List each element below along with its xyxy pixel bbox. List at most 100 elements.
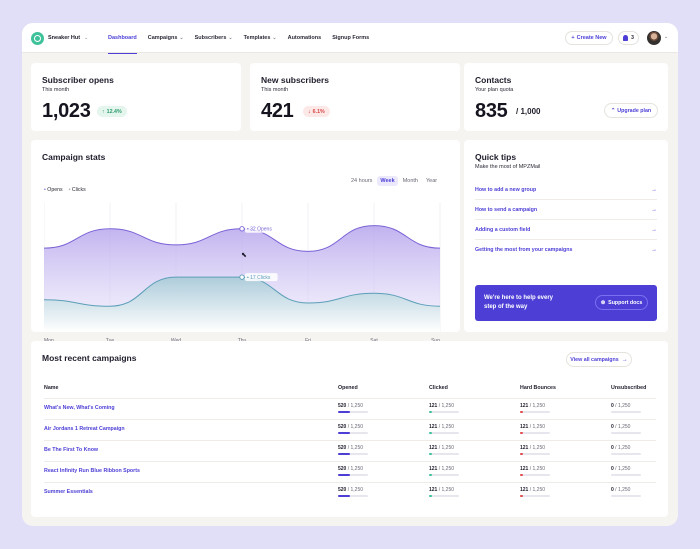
campaign-name-link[interactable]: Be The First To Know <box>44 447 99 453</box>
metric-value: 520 <box>338 445 347 451</box>
metric-total: / 1,250 <box>438 445 455 451</box>
tooltip-background <box>245 273 278 282</box>
table-row[interactable]: Air Jordans 1 Retreat Campaign 520 / 1,25… <box>44 419 656 440</box>
metric-total: / 1,250 <box>347 466 364 472</box>
metric-clicked: 121 / 1,250 <box>429 424 454 430</box>
card-title: Campaign stats <box>42 152 106 162</box>
card-title: New subscribers <box>261 75 330 85</box>
arrow-right-icon: → <box>651 226 657 233</box>
campaign-name-link[interactable]: Air Jordans 1 Retreat Campaign <box>44 426 125 432</box>
progress-fill <box>429 495 432 497</box>
tip-label: How to send a campaign <box>475 206 538 213</box>
nav-signup-forms[interactable]: Signup Forms <box>332 23 369 53</box>
progress-fill <box>429 474 432 476</box>
view-all-campaigns-button[interactable]: View all campaigns → <box>566 352 632 367</box>
metric-bounces: 121 / 1,250 <box>520 466 545 472</box>
progress-bar <box>520 453 550 455</box>
table-row[interactable]: What's New, What's Coming 520 / 1,250 121 … <box>44 398 656 419</box>
upgrade-plan-button[interactable]: ⌃ Upgrade plan <box>604 103 658 118</box>
avatar[interactable] <box>647 31 661 45</box>
metric-value: 0 <box>611 445 614 451</box>
brand-logo-icon <box>31 31 44 45</box>
chevron-down-icon: ⌄ <box>228 35 233 41</box>
progress-fill <box>429 453 432 455</box>
workspace-switcher[interactable]: Sneaker Hut ⌄ <box>31 31 88 45</box>
metric-total: / 1,250 <box>615 466 631 472</box>
nav-automations[interactable]: Automations <box>288 23 322 53</box>
nav-subscribers[interactable]: Subscribers ⌄ <box>195 23 233 53</box>
legend-label: Opens <box>47 187 63 193</box>
table-row[interactable]: Summer Essentials 520 / 1,250 121 / 1,250 1… <box>44 482 656 503</box>
card-title: Quick tips <box>475 152 517 162</box>
metric-total: / 1,250 <box>438 424 455 430</box>
hover-point-clicks[interactable] <box>239 274 245 280</box>
card-title: Subscriber opens <box>42 75 114 85</box>
metric-total: / 1,250 <box>529 424 546 430</box>
metric-opened: 520 / 1,250 <box>338 445 363 451</box>
metric-bounces: 121 / 1,250 <box>520 445 545 451</box>
chevron-down-icon: ⌄ <box>272 35 277 41</box>
metric-value: 520 <box>338 487 347 493</box>
new-subscribers-card: New subscribers This month 421 ↓ 6.1% <box>250 63 460 131</box>
mouse-cursor-icon: ⬉ <box>241 252 247 259</box>
table-row[interactable]: React Infinity Run Blue Ribbon Sports 520… <box>44 461 656 482</box>
tip-link[interactable]: Getting the most from your campaigns → <box>475 240 657 260</box>
chevron-down-icon: ⌄ <box>84 35 89 41</box>
campaign-chart: • 32 Opens• 17 ClicksMonTueWedThuFriSatS… <box>44 203 441 344</box>
tab-week[interactable]: Week <box>377 176 398 186</box>
card-title: Most recent campaigns <box>42 353 137 363</box>
campaign-name-link[interactable]: Summer Essentials <box>44 489 93 495</box>
tab-year[interactable]: Year <box>425 178 438 184</box>
metric-total: / 1,250 <box>347 403 364 409</box>
tab-month[interactable]: Month <box>402 178 418 184</box>
metric-unsub: 0 / 1,250 <box>611 424 630 430</box>
progress-fill <box>520 474 523 476</box>
change-value: 12.4% <box>106 108 122 115</box>
tip-link[interactable]: How to send a campaign → <box>475 200 657 220</box>
table-row[interactable]: Be The First To Know 520 / 1,250 121 / 1,2… <box>44 440 656 461</box>
progress-fill <box>338 495 351 497</box>
chevron-down-icon[interactable]: ⌄ <box>664 34 669 40</box>
progress-fill <box>429 411 432 413</box>
hover-point-opens[interactable] <box>239 226 245 232</box>
bell-icon <box>623 35 629 41</box>
lifebuoy-icon: ⊛ <box>600 299 606 306</box>
create-new-button[interactable]: + Create New <box>565 31 613 45</box>
metric-total: / 1,250 <box>347 445 364 451</box>
metric-total: / 1,250 <box>438 466 455 472</box>
metric-total: / 1,250 <box>615 424 631 430</box>
progress-bar <box>429 495 459 497</box>
nav-dashboard[interactable]: Dashboard <box>108 23 137 54</box>
metric-unsub: 0 / 1,250 <box>611 445 630 451</box>
tip-label: Getting the most from your campaigns <box>475 247 573 253</box>
progress-bar <box>520 432 550 434</box>
quick-tips-card: Quick tips Make the most of MPZMail How … <box>464 140 668 332</box>
metric-total: / 1,250 <box>615 487 631 493</box>
upgrade-label: Upgrade plan <box>617 107 652 114</box>
nav-campaigns[interactable]: Campaigns ⌄ <box>148 23 184 53</box>
column-header-clicked: Clicked <box>429 385 448 391</box>
metric-value: 0 <box>611 487 614 493</box>
column-header-unsubscribed: Unsubscribed <box>611 385 647 391</box>
progress-bar <box>611 411 641 413</box>
campaign-name-link[interactable]: React Infinity Run Blue Ribbon Sports <box>44 468 140 474</box>
change-badge: ↓ 6.1% <box>303 106 330 117</box>
metric-total: / 1,250 <box>615 445 631 451</box>
metric-opened: 520 / 1,250 <box>338 487 363 493</box>
support-docs-button[interactable]: ⊛ Support docs <box>595 295 648 310</box>
arrow-right-icon: → <box>651 206 657 213</box>
metric-total: / 1,250 <box>438 487 455 493</box>
metric-value: 121 <box>429 466 438 472</box>
upgrade-icon: ⌃ <box>610 107 616 114</box>
metric-total: / 1,250 <box>347 487 364 493</box>
tip-link[interactable]: How to add a new group → <box>475 180 657 200</box>
tip-link[interactable]: Adding a custom field → <box>475 220 657 240</box>
nav-templates[interactable]: Templates ⌄ <box>244 23 277 53</box>
tab-24-hours[interactable]: 24 hours <box>351 178 373 184</box>
nav-label: Campaigns <box>147 35 178 41</box>
campaign-name-link[interactable]: What's New, What's Coming <box>44 405 115 411</box>
notifications-button[interactable]: 3 <box>618 31 639 45</box>
chevron-down-icon: ⌄ <box>179 35 184 41</box>
support-label: Support docs <box>608 299 643 306</box>
metric-bounces: 121 / 1,250 <box>520 403 545 409</box>
